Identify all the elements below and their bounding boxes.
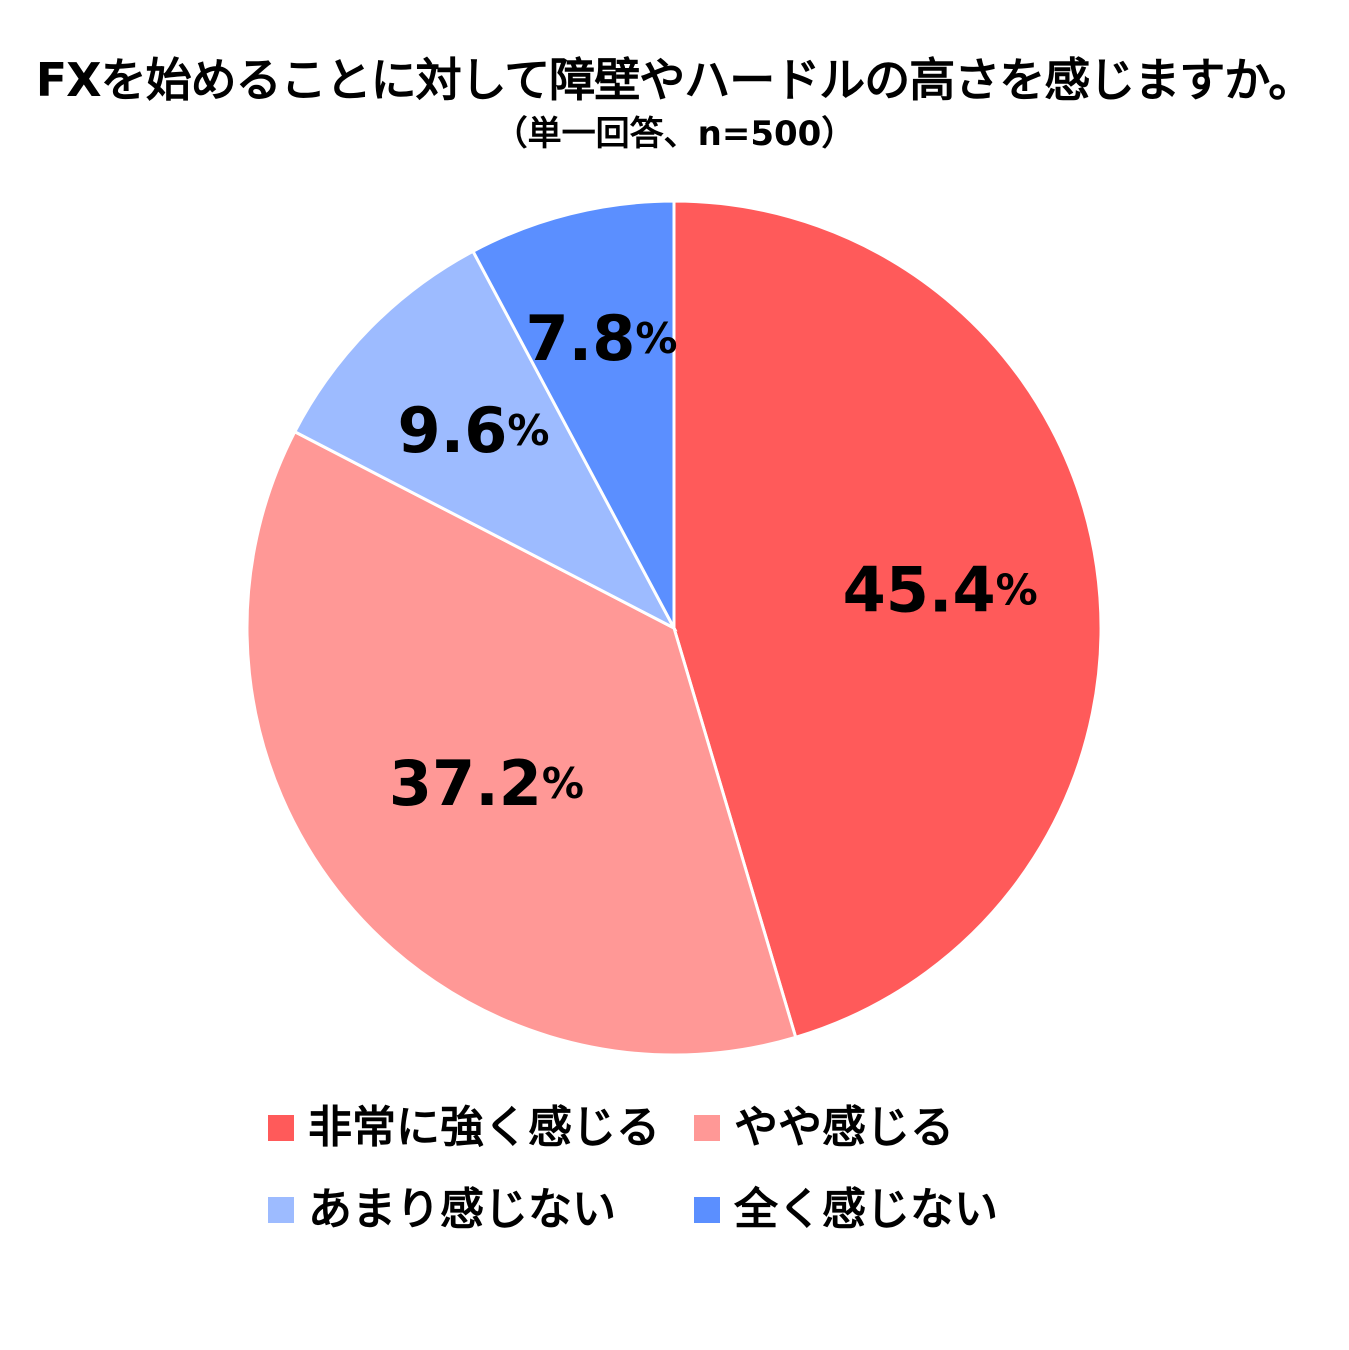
- pie-slice-somewhat: [245, 429, 798, 1057]
- chart-subtitle: （単一回答、n=500）: [493, 114, 856, 154]
- data-label-not-at-all: 7.8%: [526, 302, 678, 375]
- chart-title: FXを始めることに対して障壁やハードルの高さを感じますか。: [35, 53, 1315, 107]
- pie-slice-very-strong: [672, 199, 1103, 1040]
- data-label-somewhat: 37.2%: [389, 747, 584, 820]
- data-label-not-much: 9.6%: [398, 393, 550, 466]
- pie-slice-not-at-all: [470, 199, 676, 629]
- pie-slice-not-much: [292, 249, 678, 632]
- data-label-very-strong: 45.4%: [843, 553, 1038, 626]
